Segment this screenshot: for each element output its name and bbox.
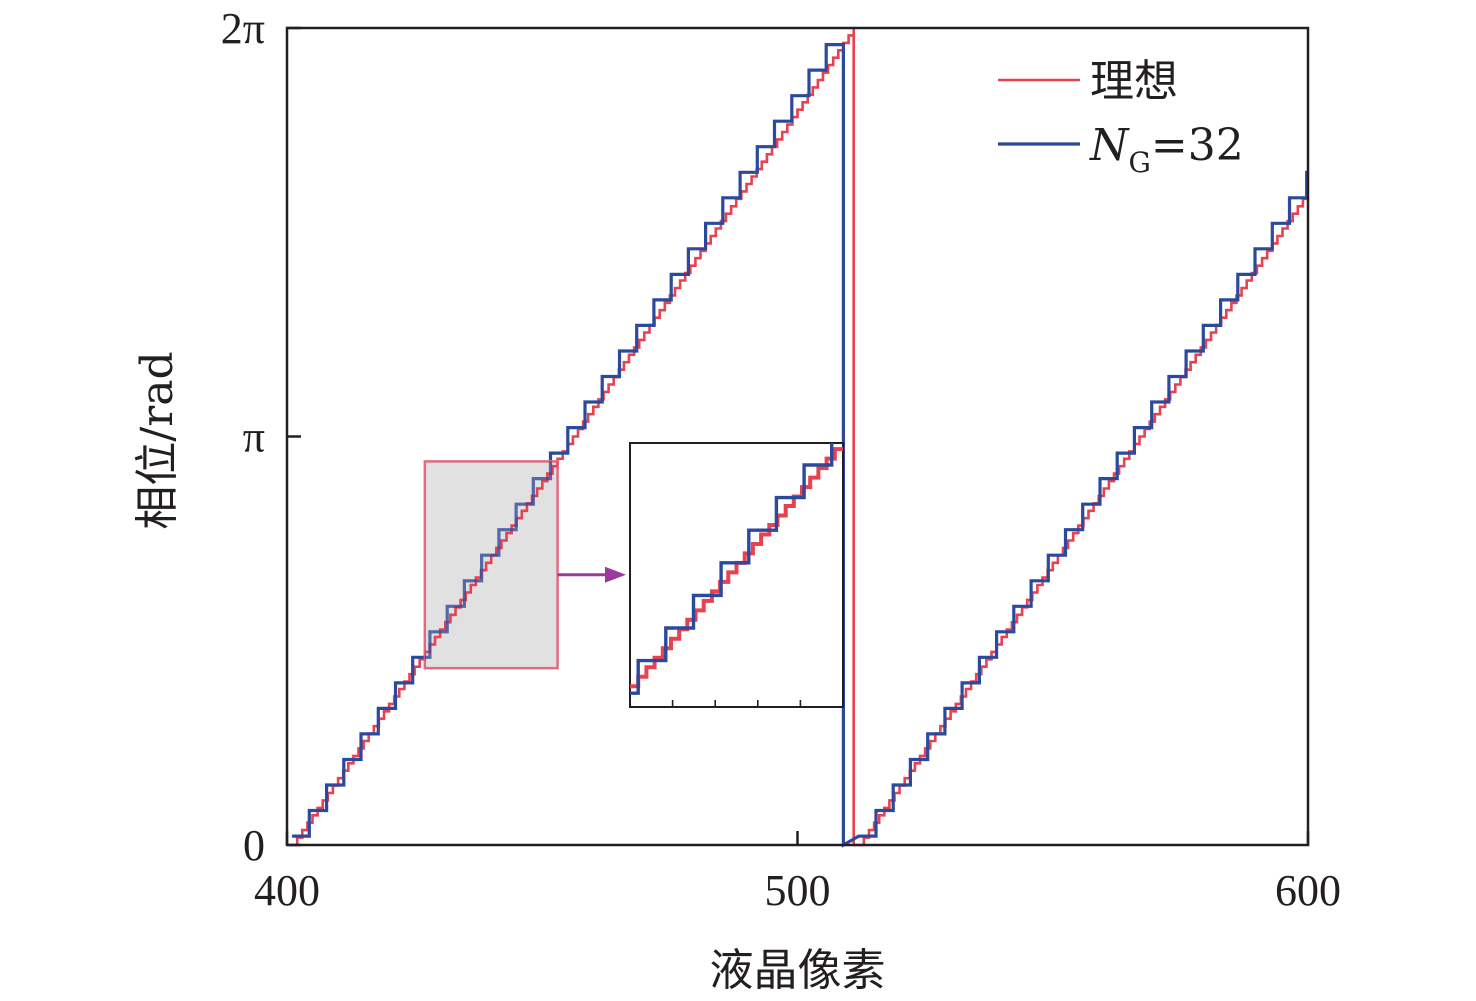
legend-label-ideal: 理想 [1090,56,1178,107]
inset-series-ng32 [630,443,834,695]
legend: 理想 NG=32 [998,56,1244,179]
tick-marks [285,26,1310,847]
zoom-series-ng32 [424,461,553,659]
x-tick-label-2: 600 [1275,866,1341,915]
legend-label-ng32-rest: =32 [1151,120,1244,171]
legend-label-ng32-main: N [1089,120,1130,171]
x-axis-label: 液晶像素 [710,945,886,996]
zoom-region [423,460,626,670]
legend-label-ng32-sub: G [1129,146,1151,179]
x-tick-labels: 400 500 600 [254,866,1341,915]
zoom-series-ideal [424,461,558,661]
y-axis-label: 相位/rad [132,351,183,529]
inset-plot [629,442,844,708]
x-tick-label-0: 400 [254,866,320,915]
legend-label-ng32: NG=32 [1089,120,1244,179]
zoom-arrow-head [605,566,626,583]
y-tick-label-2: 2π [221,4,265,53]
y-tick-label-0: 0 [243,821,265,870]
y-tick-label-1: π [243,413,265,462]
y-tick-labels: 0 π 2π [221,4,265,870]
x-tick-label-1: 500 [765,866,831,915]
